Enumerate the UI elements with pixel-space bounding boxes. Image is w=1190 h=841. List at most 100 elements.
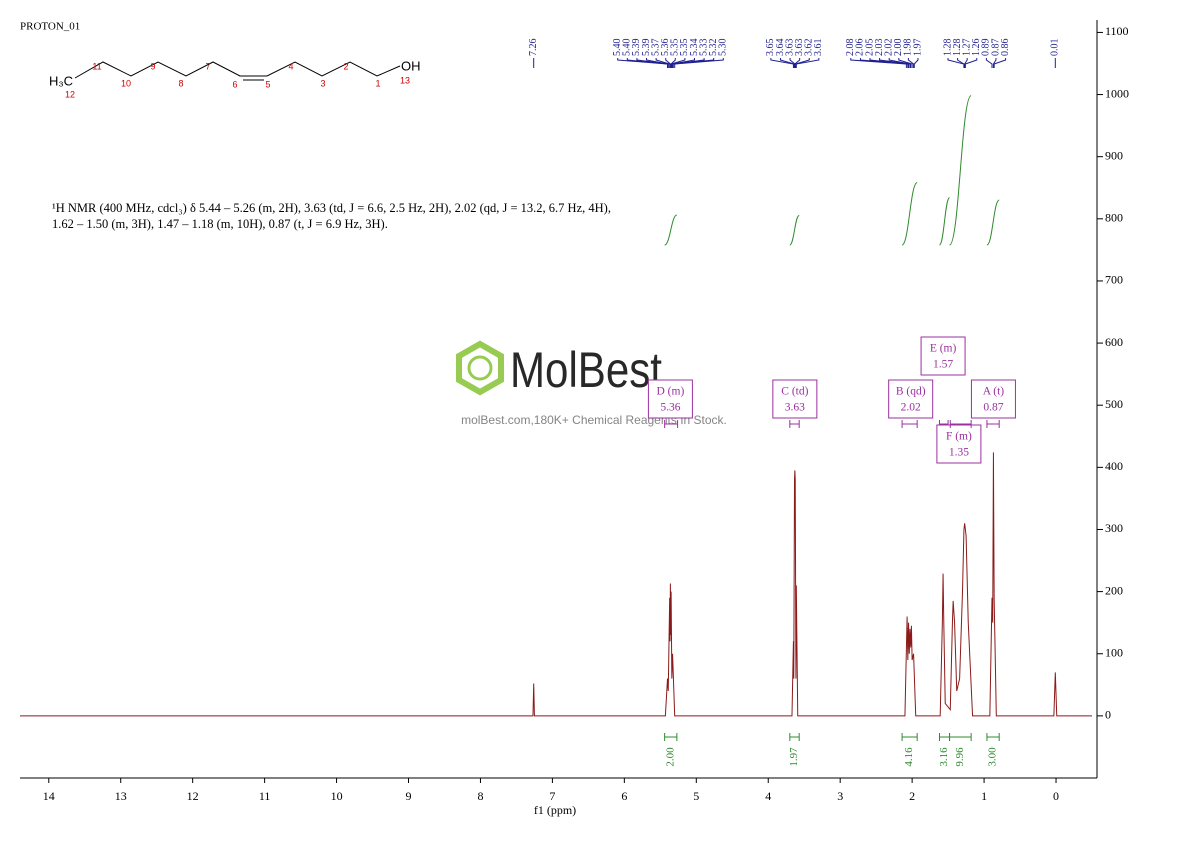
peak-label: 0.86: [1000, 39, 1011, 57]
peak-label: 3.62: [804, 39, 815, 57]
integral-curve: [789, 214, 800, 246]
peak-connector: [779, 58, 795, 68]
peak-label: 5.40: [612, 39, 623, 57]
multiplet-shift: 3.63: [785, 402, 805, 414]
peak-label: 3.65: [765, 39, 776, 57]
watermark: MolBest molBest.com,180K+ Chemical Reage…: [456, 340, 727, 427]
peak-connector: [626, 58, 669, 68]
peak-connector: [795, 58, 820, 68]
y-tick-label: 800: [1105, 211, 1123, 225]
y-tick-label: 400: [1105, 459, 1123, 473]
y-tick-label: 900: [1105, 148, 1123, 162]
x-tick-label: 5: [693, 789, 699, 803]
peak-label: 5.39: [641, 39, 652, 57]
integral-label: 3.16: [938, 747, 950, 767]
x-tick-label: 3: [837, 789, 843, 803]
peak-label: 5.40: [622, 39, 633, 57]
integral-bracket: [949, 733, 972, 741]
peak-label: 5.33: [698, 39, 709, 57]
peak-label: 5.37: [650, 39, 661, 57]
peak-connector: [672, 58, 715, 68]
multiplet-label: C (td): [781, 386, 808, 398]
peak-label: 1.28: [952, 39, 963, 57]
x-tick-label: 6: [621, 789, 627, 803]
peak-label: 1.97: [912, 39, 923, 57]
peak-label: 5.34: [689, 39, 700, 57]
peak-label: 2.02: [883, 39, 894, 57]
multiplet-label: B (qd): [896, 386, 926, 398]
y-tick-label: 1000: [1105, 86, 1129, 100]
peak-connector: [672, 58, 705, 68]
multiplet-shift: 2.02: [901, 402, 921, 414]
integral-curve: [938, 197, 951, 246]
atom-number: 12: [65, 89, 75, 99]
integral-curve: [664, 214, 678, 246]
multiplet-shift: 0.87: [983, 402, 1003, 414]
peak-label: 0.01: [1050, 39, 1061, 57]
y-tick-label: 100: [1105, 645, 1123, 659]
peak-connector: [671, 58, 696, 68]
x-tick-label: 11: [259, 789, 271, 803]
x-axis-label: f1 (ppm): [534, 803, 576, 817]
peak-label: 5.35: [670, 39, 681, 57]
x-tick-label: 4: [765, 789, 771, 803]
x-tick-label: 13: [115, 789, 127, 803]
bond-chain: [74, 61, 401, 79]
y-tick-label: 0: [1105, 708, 1111, 722]
peak-label: 1.26: [971, 39, 982, 57]
multiplet-shift: 5.36: [660, 402, 680, 414]
watermark-logo-ring: [467, 355, 493, 381]
spectrum-title: PROTON_01: [20, 21, 80, 33]
peak-label: 5.32: [708, 39, 719, 57]
peak-connector: [859, 58, 909, 68]
multiplet-bracket: [986, 420, 1000, 428]
x-tick-label: 0: [1053, 789, 1059, 803]
atom-number: 9: [150, 61, 155, 71]
peak-label: 2.00: [893, 39, 904, 57]
peak-label: 5.35: [679, 39, 690, 57]
integral-bracket: [901, 733, 918, 741]
integral-label: 1.97: [788, 747, 800, 767]
peak-label: 3.63: [784, 39, 795, 57]
multiplet-box: [970, 379, 1016, 419]
peak-connector: [985, 58, 993, 68]
peak-connector: [888, 58, 912, 68]
peak-label: 3.63: [794, 39, 805, 57]
y-tick-label: 200: [1105, 583, 1123, 597]
x-tick-label: 9: [406, 789, 412, 803]
multiplet-label: A (t): [983, 386, 1005, 398]
integral-bracket: [938, 733, 951, 741]
peak-connector: [795, 58, 810, 68]
molecule: [74, 61, 401, 81]
x-tick-label: 8: [477, 789, 483, 803]
peak-connector: [646, 58, 669, 68]
x-tick-label: 7: [549, 789, 555, 803]
peak-connector: [879, 58, 911, 68]
x-tick-label: 1: [981, 789, 987, 803]
multiplet-box: [888, 379, 934, 419]
peak-label: 3.61: [813, 39, 824, 57]
integral-label: 9.96: [954, 747, 966, 767]
y-tick-label: 700: [1105, 273, 1123, 287]
integral-curve: [986, 199, 1000, 246]
multiplet-shift: 1.57: [933, 359, 953, 371]
peak-label: 1.27: [961, 39, 972, 57]
peak-label: 2.03: [874, 39, 885, 57]
multiplet-shift: 1.35: [949, 447, 969, 459]
atom-number: 6: [232, 79, 237, 89]
peak-label: 5.36: [660, 39, 671, 57]
multiplet-label: F (m): [946, 431, 972, 443]
x-tick-label: 12: [187, 789, 199, 803]
multiplet-bracket: [789, 420, 800, 428]
integral-bracket: [664, 733, 678, 741]
x-tick-label: 2: [909, 789, 915, 803]
peak-label: 5.30: [718, 39, 729, 57]
peak-connector: [665, 58, 671, 68]
atom-number: 13: [400, 75, 410, 85]
peak-connector: [898, 58, 913, 68]
peak-label: 2.06: [855, 39, 866, 57]
peak-connector: [993, 58, 1007, 68]
y-tick-label: 500: [1105, 397, 1123, 411]
